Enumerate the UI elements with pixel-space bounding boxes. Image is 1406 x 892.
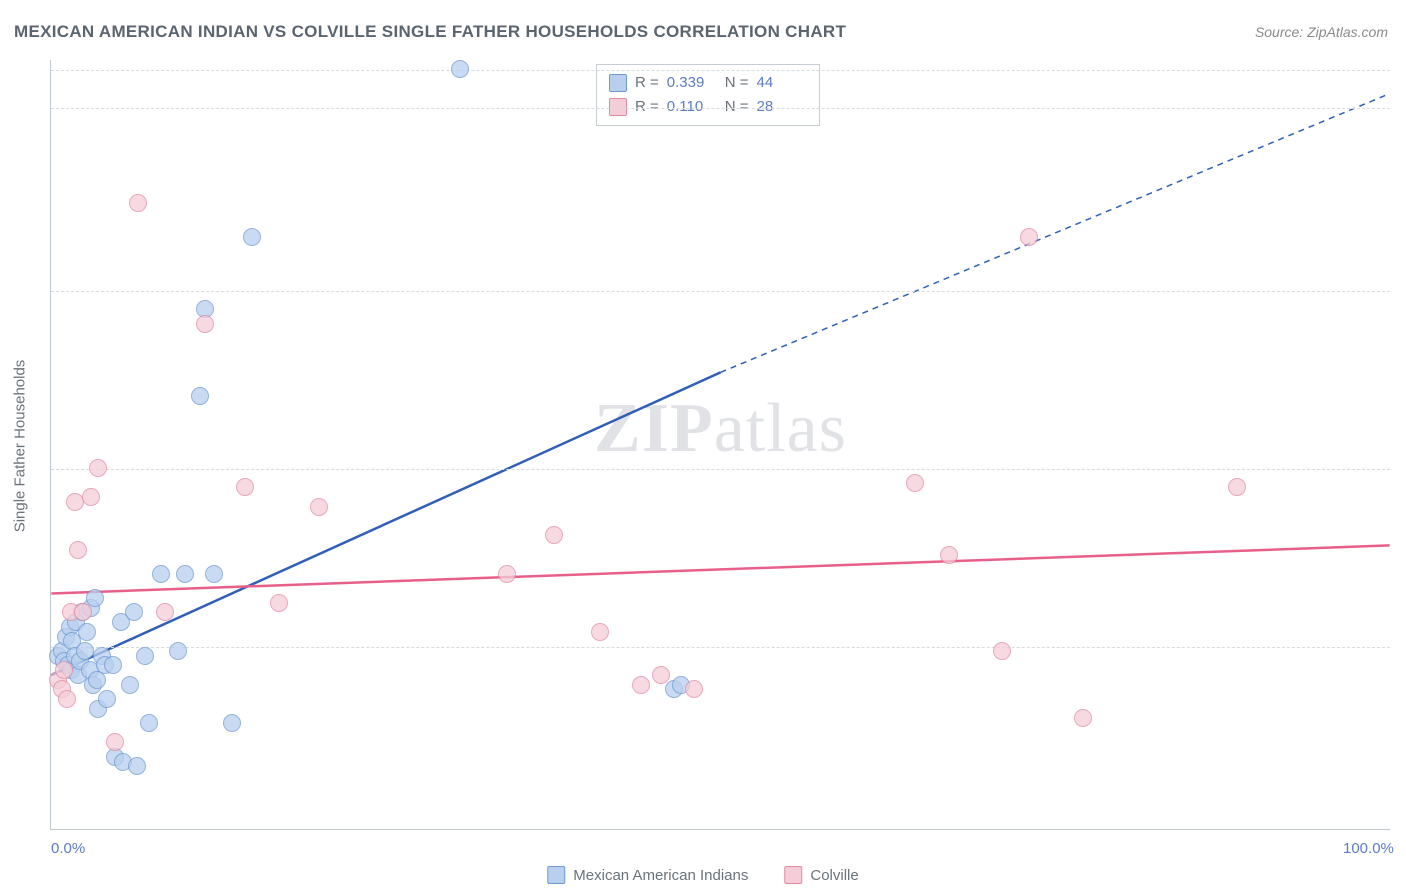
data-point (98, 690, 116, 708)
data-point (243, 228, 261, 246)
legend-swatch (784, 866, 802, 884)
data-point (685, 680, 703, 698)
data-point (74, 603, 92, 621)
data-point (58, 690, 76, 708)
legend-series-name: Mexican American Indians (573, 867, 748, 884)
legend-swatch (609, 74, 627, 92)
data-point (236, 478, 254, 496)
data-point (270, 594, 288, 612)
data-point (545, 526, 563, 544)
data-point (55, 661, 73, 679)
data-point (993, 642, 1011, 660)
data-point (140, 714, 158, 732)
data-point (86, 589, 104, 607)
legend-correlation: R = 0.339 N = 44 R = 0.110 N = 28 (596, 64, 820, 126)
source-attribution: Source: ZipAtlas.com (1255, 24, 1388, 40)
data-point (451, 60, 469, 78)
data-point (632, 676, 650, 694)
data-point (940, 546, 958, 564)
data-point (128, 757, 146, 775)
gridline (51, 647, 1390, 648)
data-point (125, 603, 143, 621)
legend-swatch (547, 866, 565, 884)
data-point (176, 565, 194, 583)
legend-series-name: Colville (810, 867, 858, 884)
data-point (196, 315, 214, 333)
plot-area: ZIPatlas R =0.339N =44R =0.110N =28 3.8%… (50, 60, 1390, 830)
data-point (129, 194, 147, 212)
data-point (1020, 228, 1038, 246)
data-point (69, 541, 87, 559)
chart-container: MEXICAN AMERICAN INDIAN VS COLVILLE SING… (0, 0, 1406, 892)
data-point (82, 488, 100, 506)
data-point (1074, 709, 1092, 727)
legend-n-value: 44 (757, 71, 807, 95)
data-point (136, 647, 154, 665)
data-point (498, 565, 516, 583)
gridline (51, 70, 1390, 71)
gridline (51, 469, 1390, 470)
data-point (121, 676, 139, 694)
data-point (156, 603, 174, 621)
data-point (591, 623, 609, 641)
data-point (89, 459, 107, 477)
legend-n-value: 28 (757, 95, 807, 119)
watermark: ZIPatlas (594, 389, 847, 469)
legend-r-label: R = (635, 95, 659, 119)
data-point (223, 714, 241, 732)
legend-item: Colville (784, 866, 858, 884)
data-point (152, 565, 170, 583)
y-axis-label: Single Father Households (12, 360, 29, 533)
data-point (1228, 478, 1246, 496)
legend-r-value: 0.110 (667, 95, 717, 119)
legend-row: R = 0.110 N = 28 (609, 95, 807, 119)
trend-lines (51, 60, 1390, 829)
data-point (205, 565, 223, 583)
legend-item: Mexican American Indians (547, 866, 748, 884)
legend-swatch (609, 98, 627, 116)
legend-series: Mexican American Indians Colville (547, 866, 858, 884)
data-point (169, 642, 187, 660)
data-point (78, 623, 96, 641)
gridline (51, 108, 1390, 109)
x-tick-label: 100.0% (1343, 840, 1394, 857)
gridline (51, 291, 1390, 292)
data-point (104, 656, 122, 674)
chart-title: MEXICAN AMERICAN INDIAN VS COLVILLE SING… (14, 22, 846, 42)
legend-n-label: N = (725, 95, 749, 119)
legend-r-label: R = (635, 71, 659, 95)
data-point (191, 387, 209, 405)
x-tick-label: 0.0% (51, 840, 85, 857)
data-point (652, 666, 670, 684)
data-point (310, 498, 328, 516)
legend-n-label: N = (725, 71, 749, 95)
data-point (106, 733, 124, 751)
legend-r-value: 0.339 (667, 71, 717, 95)
legend-row: R = 0.339 N = 44 (609, 71, 807, 95)
data-point (76, 642, 94, 660)
data-point (906, 474, 924, 492)
